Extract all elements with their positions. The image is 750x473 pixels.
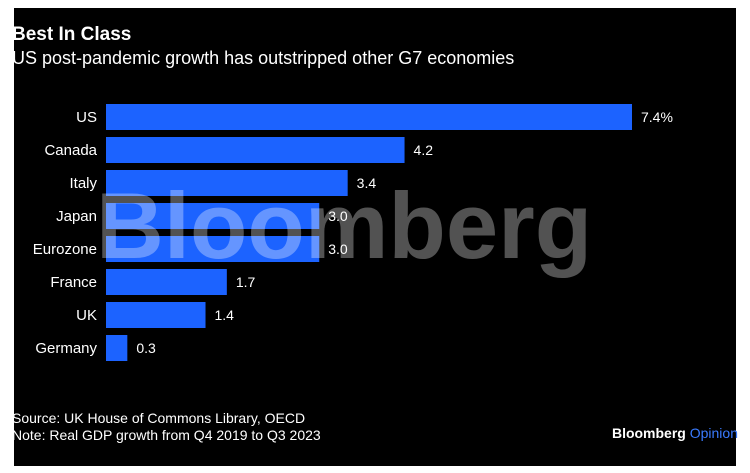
value-label: 7.4% (641, 109, 673, 125)
bar-france (106, 269, 227, 295)
source-note: Source: UK House of Commons Library, OEC… (12, 410, 306, 426)
bar-uk (106, 302, 206, 328)
brand-name: Bloomberg (611, 425, 686, 441)
bar-canada (106, 137, 405, 163)
category-label: Germany (35, 340, 97, 357)
chart-subtitle: US post-pandemic growth has outstripped … (12, 48, 515, 68)
bloomberg-watermark: Bloomberg (96, 173, 592, 278)
category-label: Japan (56, 208, 97, 225)
category-label: Canada (44, 142, 97, 159)
value-label: 1.4 (215, 307, 235, 323)
labels-layer: US 7.4% Canada 4.2 Italy 3.4 Japan 3.0 Eurozone 3… (33, 109, 673, 357)
category-label: France (50, 274, 97, 291)
bar-eurozone (106, 236, 320, 262)
chart-title: Best In Class (12, 24, 132, 45)
category-label: Italy (69, 175, 97, 192)
value-label: 3.0 (328, 208, 348, 224)
value-label: 3.4 (357, 175, 377, 191)
category-label: Eurozone (33, 241, 97, 258)
bars-layer (106, 104, 632, 361)
value-label: 4.2 (414, 142, 434, 158)
value-label: 3.0 (328, 241, 348, 257)
bloomberg-opinion-logo: Bloomberg Opinion (612, 425, 738, 441)
brand-section: Opinion (689, 425, 738, 441)
bar-italy (106, 170, 348, 196)
bar-japan (106, 203, 320, 229)
value-label: 1.7 (236, 274, 256, 290)
bar-germany (106, 335, 128, 361)
bar-us (106, 104, 632, 130)
category-label: US (76, 109, 97, 126)
methodology-note: Note: Real GDP growth from Q4 2019 to Q3… (12, 427, 321, 443)
value-label: 0.3 (136, 340, 156, 356)
category-label: UK (76, 307, 97, 324)
